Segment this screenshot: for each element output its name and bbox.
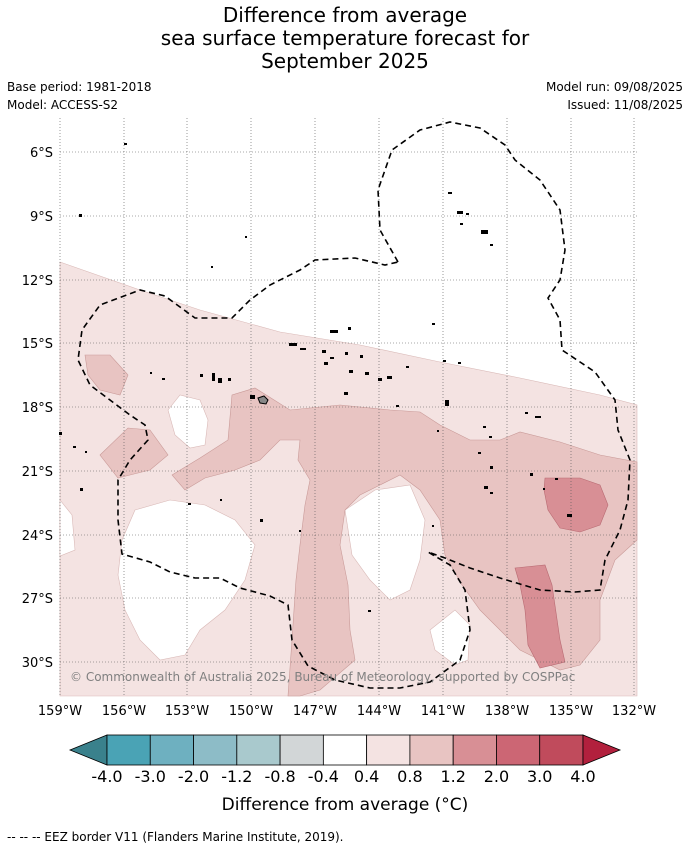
lon-label: 159°W <box>38 704 82 719</box>
eez-border <box>77 121 631 689</box>
anomaly-near-zero-center <box>344 484 426 601</box>
colorbar-segment <box>366 734 411 766</box>
meta-right: Model run: 09/08/2025 Issued: 11/08/2025 <box>546 78 683 114</box>
island-outline <box>257 395 269 405</box>
anomaly-near-zero-southwest <box>117 499 256 661</box>
colorbar-segments <box>106 734 584 766</box>
copyright-text: © Commonwealth of Australia 2025, Bureau… <box>70 670 575 684</box>
colorbar-tick: -0.8 <box>264 767 295 786</box>
colorbar-tick: 3.0 <box>527 767 552 786</box>
colorbar-over-triangle <box>582 734 622 766</box>
colorbar: -4.0 -3.0 -2.0 -1.2 -0.8 -0.4 0.4 0.8 1.2 2.0 3.0 4… <box>68 734 622 786</box>
issued-date: Issued: 11/08/2025 <box>567 98 683 112</box>
lon-label: 144°W <box>357 704 401 719</box>
model-name: Model: ACCESS-S2 <box>7 98 119 112</box>
colorbar-tick: 4.0 <box>570 767 595 786</box>
lat-axis: 6°S 9°S 12°S 15°S 18°S 21°S 24°S 27°S 30… <box>22 146 53 671</box>
lat-label: 21°S <box>22 465 53 480</box>
colorbar-segment <box>496 734 541 766</box>
colorbar-segment <box>279 734 324 766</box>
colorbar-tick: -3.0 <box>135 767 166 786</box>
lon-label: 138°W <box>485 704 529 719</box>
colorbar-tick: -0.4 <box>308 767 339 786</box>
colorbar-segment <box>193 734 238 766</box>
lat-label: 9°S <box>30 210 53 225</box>
title-line-2: sea surface temperature forecast for <box>160 26 530 50</box>
meta-left: Base period: 1981-2018 Model: ACCESS-S2 <box>7 78 152 114</box>
lat-label: 6°S <box>30 146 53 161</box>
lon-label: 132°W <box>612 704 656 719</box>
anomaly-near-zero-west <box>167 394 209 449</box>
title-line-1: Difference from average <box>222 3 468 27</box>
colorbar-tick: 1.2 <box>440 767 465 786</box>
colorbar-segment <box>452 734 497 766</box>
anomaly-1.2-region <box>514 477 609 669</box>
colorbar-under-triangle <box>68 734 108 766</box>
lat-label: 18°S <box>22 401 53 416</box>
colorbar-tick: -1.2 <box>221 767 252 786</box>
colorbar-segment <box>106 734 151 766</box>
lat-label: 30°S <box>22 656 53 671</box>
model-run: Model run: 09/08/2025 <box>545 80 683 94</box>
anomaly-near-zero-west-edge <box>59 499 76 557</box>
lat-label: 27°S <box>22 592 53 607</box>
colorbar-segment <box>236 734 281 766</box>
title-line-3: September 2025 <box>261 49 429 73</box>
anomaly-near-zero-south <box>429 609 471 666</box>
lat-label: 15°S <box>22 337 53 352</box>
colorbar-tick: 2.0 <box>484 767 509 786</box>
lon-label: 156°W <box>102 704 146 719</box>
lat-label: 24°S <box>22 529 53 544</box>
colorbar-segment <box>409 734 454 766</box>
colorbar-tick: -4.0 <box>91 767 122 786</box>
base-period: Base period: 1981-2018 <box>7 80 152 94</box>
chart-title: Difference from average sea surface temp… <box>0 4 690 73</box>
lon-label: 141°W <box>421 704 465 719</box>
islands <box>59 143 572 612</box>
colorbar-tick: 0.8 <box>397 767 422 786</box>
colorbar-segment <box>149 734 194 766</box>
eez-legend: -- -- -- EEZ border V11 (Flanders Marine… <box>7 830 344 844</box>
lon-label: 135°W <box>549 704 593 719</box>
colorbar-tick-labels: -4.0 -3.0 -2.0 -1.2 -0.8 -0.4 0.4 0.8 1.2 2.0 3.0 4… <box>91 767 595 786</box>
colorbar-tick: 0.4 <box>354 767 379 786</box>
lon-label: 147°W <box>293 704 337 719</box>
lon-label: 153°W <box>165 704 209 719</box>
map-panel: © Commonwealth of Australia 2025, Bureau… <box>59 118 638 697</box>
lon-axis: 159°W 156°W 153°W 150°W 147°W 144°W 141°… <box>38 704 656 719</box>
colorbar-segment <box>322 734 368 766</box>
colorbar-label: Difference from average (°C) <box>221 795 469 815</box>
lon-label: 150°W <box>229 704 273 719</box>
colorbar-tick: -2.0 <box>178 767 209 786</box>
colorbar-segment <box>539 734 584 766</box>
lat-label: 12°S <box>22 274 53 289</box>
